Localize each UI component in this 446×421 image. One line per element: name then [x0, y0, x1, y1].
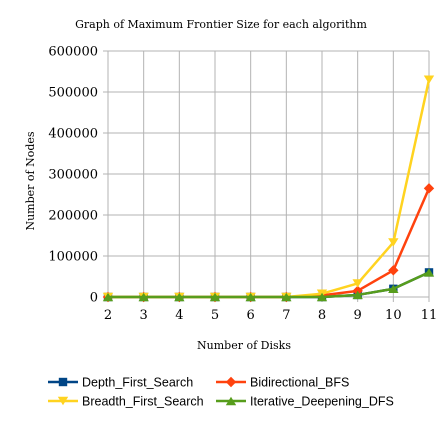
y-axis-title: Number of Nodes: [24, 131, 37, 230]
data-point: [423, 268, 435, 277]
series-line: [108, 79, 431, 299]
data-point: [281, 292, 292, 302]
series-line: [108, 187, 431, 299]
series-Bidirectional_BFS: [102, 183, 435, 303]
legend-item: Iterative_Deepening_DFS: [216, 395, 394, 409]
x-tick-labels: 2 3 4 5 6 7 8 9 10 11: [104, 308, 437, 323]
y-tick-label: 200000: [48, 209, 98, 224]
legend: Depth_First_Search Bidirectional_BFS Bread…: [48, 376, 394, 409]
data-point: [138, 292, 149, 302]
data-point: [388, 238, 399, 247]
y-tick-label: 300000: [48, 168, 98, 183]
data-point: [388, 284, 399, 293]
data-point: [316, 292, 328, 302]
legend-item: Breadth_First_Search: [48, 395, 204, 409]
legend-item: Bidirectional_BFS: [216, 376, 349, 390]
chart-title: Graph of Maximum Frontier Size for each …: [75, 18, 367, 31]
series-Breadth_First_Search: [102, 75, 435, 302]
x-tick-label: 9: [354, 308, 362, 323]
legend-marker: [225, 376, 237, 388]
y-tick-label: 0: [90, 291, 98, 306]
y-tick-label: 400000: [48, 127, 98, 142]
data-point: [352, 290, 363, 300]
legend-marker: [58, 377, 68, 387]
x-tick-label: 2: [104, 308, 112, 323]
legend-label: Iterative_Deepening_DFS: [250, 395, 394, 409]
y-tick-label: 500000: [48, 86, 98, 101]
y-tick-label: 600000: [48, 45, 98, 60]
legend-marker: [57, 396, 69, 406]
x-tick-label: 3: [140, 308, 148, 323]
y-tick-label: 100000: [48, 250, 98, 265]
legend-label: Depth_First_Search: [82, 376, 193, 390]
y-tick-labels: 0 100000 200000 300000 400000 500000 600000: [48, 45, 98, 306]
x-tick-label: 5: [211, 308, 219, 323]
data-point: [174, 292, 185, 302]
legend-marker: [225, 396, 237, 406]
series: [102, 75, 435, 303]
data-point: [388, 265, 399, 276]
x-tick-label: 7: [282, 308, 290, 323]
data-point: [423, 75, 435, 84]
grid: [103, 50, 430, 302]
data-point: [423, 183, 435, 194]
x-tick-label: 4: [175, 308, 183, 323]
data-point: [102, 292, 114, 302]
data-point: [352, 279, 363, 288]
series-Iterative_Deepening_DFS: [102, 268, 435, 302]
x-tick-label: 6: [247, 308, 255, 323]
x-axis-title: Number of Disks: [197, 339, 291, 352]
x-tick-label: 10: [385, 308, 402, 323]
series-line: [108, 271, 430, 299]
legend-label: Breadth_First_Search: [82, 395, 204, 409]
data-point: [245, 292, 256, 302]
x-tick-label: 11: [421, 308, 438, 323]
legend-label: Bidirectional_BFS: [250, 376, 349, 390]
data-point: [209, 292, 221, 302]
legend-item: Depth_First_Search: [48, 376, 193, 390]
x-tick-label: 8: [318, 308, 326, 323]
